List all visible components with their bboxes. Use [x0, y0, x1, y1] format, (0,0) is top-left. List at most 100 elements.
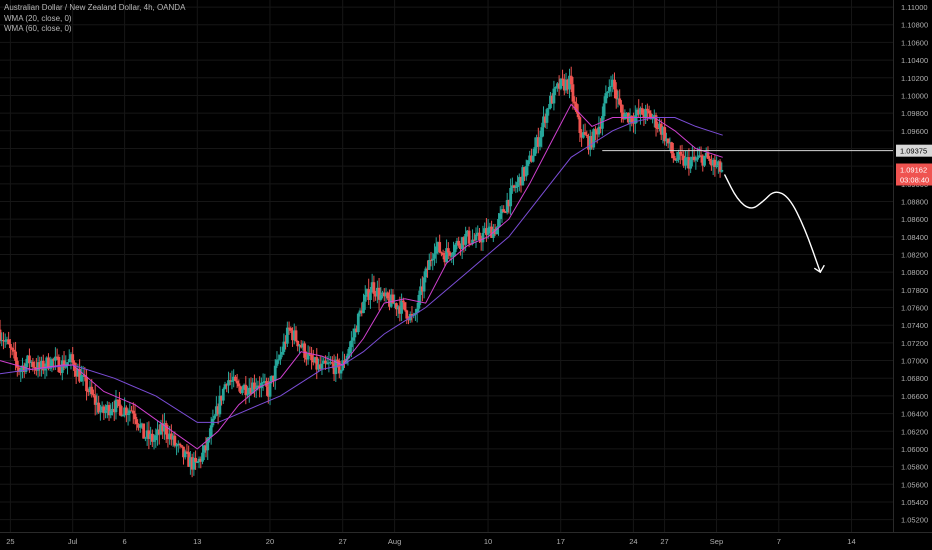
wma-20-legend[interactable]: WMA (20, close, 0) [4, 13, 72, 23]
candle-down [299, 344, 303, 348]
time-tick-label: 24 [629, 537, 637, 546]
candle-up [696, 157, 699, 160]
candle-down [640, 108, 644, 115]
candle-up [703, 155, 706, 166]
candle-up [381, 292, 384, 295]
candle-down [235, 380, 239, 384]
candle-down [284, 341, 288, 344]
candle-down [536, 137, 540, 147]
candle-up [246, 394, 249, 396]
candle-up [545, 109, 549, 123]
candle-up [240, 389, 244, 394]
candle-up [206, 438, 210, 451]
candle-down [90, 386, 94, 395]
candle-up [329, 362, 333, 364]
candle-down [594, 129, 597, 131]
candle-up [500, 209, 504, 214]
candle-up [256, 385, 260, 388]
wma-60-legend[interactable]: WMA (60, close, 0) [4, 24, 72, 33]
candle-up [528, 155, 532, 161]
candle-down [41, 360, 45, 371]
candle-up [524, 166, 528, 177]
candle-up [616, 98, 620, 100]
candle-down [15, 360, 19, 368]
candle-down [493, 229, 497, 235]
candle-up [322, 360, 326, 364]
projection-arrow-drawing[interactable] [724, 174, 825, 274]
price-tick-label: 1.06800 [901, 374, 928, 383]
candle-down [234, 376, 237, 381]
price-axis-background [893, 0, 932, 550]
candle-down [426, 268, 429, 270]
candle-down [523, 167, 526, 177]
candle-up [209, 425, 213, 437]
candle-down [62, 360, 66, 368]
candle-up [154, 435, 158, 441]
candle-up [516, 182, 519, 188]
candle-down [17, 367, 21, 373]
price-axis[interactable]: 1.11000 1.10800 1.10600 1.10400 1.10200 1.100… [893, 0, 932, 550]
candle-up [635, 109, 639, 116]
candle-down [446, 248, 450, 253]
current-price-label: 1.09162 [900, 165, 927, 174]
candle-down [485, 228, 488, 235]
candle-up [159, 423, 163, 435]
arrow-head [813, 264, 825, 274]
candle-down [324, 360, 327, 364]
candle-down [438, 242, 442, 253]
candle-up [644, 108, 648, 119]
candle-up [254, 387, 258, 390]
candle-down [308, 353, 312, 355]
candle-down [131, 410, 135, 414]
candle-up [526, 160, 530, 167]
candle-down [687, 157, 691, 169]
candle-down [561, 78, 564, 80]
candle-down [656, 128, 660, 130]
candle-down [530, 155, 533, 162]
candle-down [398, 306, 402, 314]
candle-up [389, 294, 393, 307]
candle-up [424, 268, 428, 278]
price-tick-label: 1.08200 [901, 251, 928, 260]
candle-up [280, 351, 284, 355]
candle-up [105, 405, 109, 411]
candle-down [225, 384, 229, 386]
candle-up [568, 75, 571, 90]
candle-up [45, 357, 49, 368]
candle-up [306, 353, 310, 360]
candle-up [114, 399, 118, 413]
candle-up [639, 108, 642, 115]
candle-up [60, 360, 64, 373]
symbol-title[interactable]: Australian Dollar / New Zealand Dollar, … [4, 3, 186, 12]
candle-down [670, 142, 674, 154]
price-tick-label: 1.09600 [901, 127, 928, 136]
candle-up [175, 445, 178, 447]
candle-up [592, 129, 596, 148]
candle-down [410, 314, 414, 316]
candle-down [595, 130, 599, 135]
candle-down [512, 185, 516, 188]
candle-down [102, 406, 106, 413]
candle-up [365, 289, 369, 295]
candle-down [78, 368, 82, 382]
time-axis[interactable]: 25 Jul 6 13 20 27 Aug 10 17 24 27 Sep 7 14 [0, 532, 932, 550]
candle-down [613, 79, 616, 90]
candle-down [580, 132, 584, 138]
candle-down [713, 159, 717, 167]
candle-down [166, 434, 170, 440]
candle-down [671, 153, 675, 159]
candle-up [720, 169, 724, 172]
time-tick-label: Aug [388, 537, 401, 546]
candle-down [583, 132, 587, 135]
candle-up [301, 343, 305, 348]
candle-up [277, 359, 281, 361]
wma-20-line [0, 103, 723, 450]
candle-up [607, 86, 611, 92]
candle-up [98, 410, 102, 413]
candle-down [14, 351, 17, 361]
candle-up [313, 357, 317, 363]
candle-up [609, 85, 613, 87]
candle-up [100, 406, 104, 411]
